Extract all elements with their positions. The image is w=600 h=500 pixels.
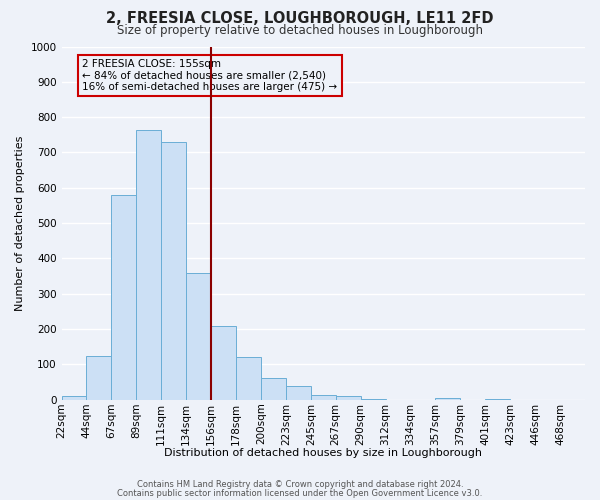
Bar (436, 398, 460, 400)
Bar (62, 396, 86, 400)
Bar (186, 272, 211, 400)
Text: Contains public sector information licensed under the Open Government Licence v3: Contains public sector information licen… (118, 489, 482, 498)
Bar (286, 386, 311, 400)
Bar (336, 396, 361, 400)
Bar (236, 358, 261, 400)
Bar (261, 378, 286, 400)
Text: 2, FREESIA CLOSE, LOUGHBOROUGH, LE11 2FD: 2, FREESIA CLOSE, LOUGHBOROUGH, LE11 2FD (106, 11, 494, 26)
Y-axis label: Number of detached properties: Number of detached properties (15, 136, 25, 311)
Bar (161, 142, 186, 400)
Text: Contains HM Land Registry data © Crown copyright and database right 2024.: Contains HM Land Registry data © Crown c… (137, 480, 463, 489)
Bar (211, 326, 236, 400)
X-axis label: Distribution of detached houses by size in Loughborough: Distribution of detached houses by size … (164, 448, 482, 458)
Bar (361, 399, 386, 400)
Text: 2 FREESIA CLOSE: 155sqm
← 84% of detached houses are smaller (2,540)
16% of semi: 2 FREESIA CLOSE: 155sqm ← 84% of detache… (82, 59, 338, 92)
Bar (86, 356, 112, 400)
Text: Size of property relative to detached houses in Loughborough: Size of property relative to detached ho… (117, 24, 483, 37)
Bar (136, 130, 161, 400)
Bar (311, 394, 336, 400)
Bar (112, 195, 136, 400)
Bar (485, 399, 510, 400)
